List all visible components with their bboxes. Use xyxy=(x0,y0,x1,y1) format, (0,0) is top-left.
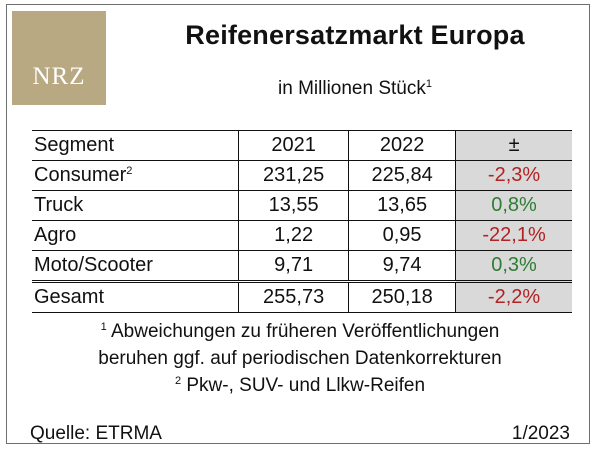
change-value: -2,2% xyxy=(455,280,572,313)
subtitle-text: in Millionen Stück xyxy=(278,78,426,99)
segment-label: Truck xyxy=(34,194,84,216)
chart-subtitle: in Millionen Stück1 xyxy=(120,78,590,100)
total-row: Gesamt 255,73 250,18 -2,2% xyxy=(32,280,572,313)
footnotes: 1 Abweichungen zu früheren Veröffentlich… xyxy=(20,318,580,399)
change-value: 0,3% xyxy=(455,250,572,282)
segment-cell: Consumer2 xyxy=(32,160,239,191)
segment-label: Gesamt xyxy=(34,286,105,308)
table-row: Consumer2 231,25 225,84 -2,3% xyxy=(32,160,572,191)
segment-label: Agro xyxy=(34,224,77,246)
header-2021: 2021 xyxy=(238,130,349,161)
data-table: Segment 2021 2022 ± Consumer2 231,25 225,8… xyxy=(32,130,572,313)
subtitle-footnote-marker: 1 xyxy=(425,78,432,90)
table-row: Moto/Scooter 9,71 9,74 0,3% xyxy=(32,250,572,282)
change-value: -2,3% xyxy=(455,160,572,191)
footnote-1-line-2: beruhen ggf. auf periodischen Datenkorre… xyxy=(98,348,502,369)
chart-title: Reifenersatzmarkt Europa xyxy=(185,20,525,50)
change-value: -22,1% xyxy=(455,220,572,251)
segment-cell: Truck xyxy=(32,190,239,221)
segment-footnote-marker: 2 xyxy=(126,165,133,177)
source-label: Quelle: ETRMA xyxy=(30,423,162,444)
value-2021: 255,73 xyxy=(238,280,349,313)
table-header-row: Segment 2021 2022 ± xyxy=(32,130,572,161)
footnote-1-line-1: 1 Abweichungen zu früheren Veröffentlich… xyxy=(20,318,580,345)
segment-cell: Moto/Scooter xyxy=(32,250,239,282)
value-2022: 9,74 xyxy=(348,250,456,282)
value-2021: 9,71 xyxy=(238,250,349,282)
segment-cell: Agro xyxy=(32,220,239,251)
header-change: ± xyxy=(455,130,572,161)
footnote-2: 2 Pkw-, SUV- und Llkw-Reifen xyxy=(20,372,580,399)
logo-text: NRZ xyxy=(32,63,86,90)
infographic-frame xyxy=(6,4,590,444)
segment-label: Moto/Scooter xyxy=(34,254,153,276)
value-2022: 225,84 xyxy=(348,160,456,191)
value-2021: 231,25 xyxy=(238,160,349,191)
value-2022: 0,95 xyxy=(348,220,456,251)
header-2022: 2022 xyxy=(348,130,456,161)
segment-label: Consumer xyxy=(34,164,127,186)
value-2022: 250,18 xyxy=(348,280,456,313)
change-value: 0,8% xyxy=(455,190,572,221)
header-segment: Segment xyxy=(32,130,239,161)
publication-date: 1/2023 xyxy=(511,423,570,444)
nrz-logo: NRZ xyxy=(12,11,106,105)
value-2022: 13,65 xyxy=(348,190,456,221)
segment-cell: Gesamt xyxy=(32,280,239,313)
table-row: Truck 13,55 13,65 0,8% xyxy=(32,190,572,221)
value-2021: 13,55 xyxy=(238,190,349,221)
footnote-2-marker: 2 xyxy=(174,375,182,387)
footnote-1-marker: 1 xyxy=(100,321,107,333)
value-2021: 1,22 xyxy=(238,220,349,251)
footnote-2-text: Pkw-, SUV- und Llkw-Reifen xyxy=(186,375,426,396)
table-row: Agro 1,22 0,95 -22,1% xyxy=(32,220,572,251)
footnote-1-text-1: Abweichungen zu früheren Veröffentlichun… xyxy=(110,321,500,342)
